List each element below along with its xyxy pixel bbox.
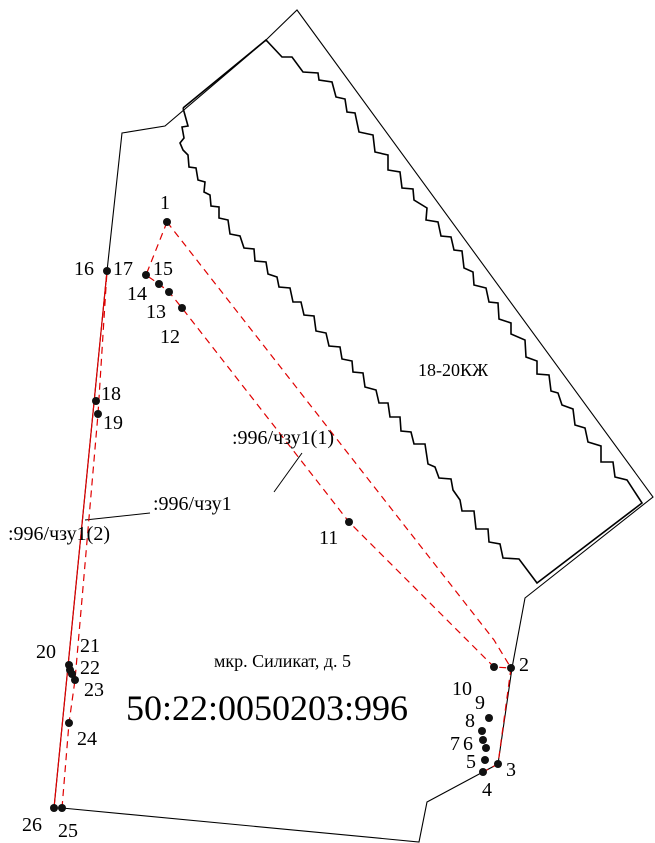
point-label-3: 3 xyxy=(506,759,516,781)
point-label-26: 26 xyxy=(22,814,42,836)
boundary-points xyxy=(50,218,515,812)
leader-line-zone-part1 xyxy=(273,452,303,493)
zone-part2-boundary xyxy=(53,270,108,809)
point-label-15: 15 xyxy=(153,258,173,280)
address-label: мкр. Силикат, д. 5 xyxy=(214,651,351,671)
point-label-1: 1 xyxy=(160,192,170,214)
point-label-11: 11 xyxy=(319,527,338,549)
point-label-24: 24 xyxy=(77,728,97,750)
point-label-18: 18 xyxy=(101,383,121,405)
point-label-12: 12 xyxy=(160,326,180,348)
point-label-10: 10 xyxy=(452,678,472,700)
point-label-21: 21 xyxy=(80,635,100,657)
zone-label-part2: :996/чзу1(2) xyxy=(8,523,110,545)
point-label-8: 8 xyxy=(465,710,475,732)
point-label-17: 17 xyxy=(113,258,133,280)
point-label-16: 16 xyxy=(74,258,94,280)
point-label-9: 9 xyxy=(475,692,485,714)
point-label-19: 19 xyxy=(103,412,123,434)
point-label-5: 5 xyxy=(466,751,476,773)
point-label-6: 6 xyxy=(463,733,473,755)
cadastral-number: 50:22:0050203:996 xyxy=(126,688,408,728)
zone-label-part1: :996/чзу1(1) xyxy=(232,427,334,449)
point-label-2: 2 xyxy=(519,654,529,676)
zone-label-main: :996/чзу1 xyxy=(153,493,232,515)
building-contour xyxy=(179,38,644,585)
point-label-25: 25 xyxy=(58,820,78,842)
point-label-23: 23 xyxy=(84,679,104,701)
point-label-7: 7 xyxy=(450,733,460,755)
point-label-13: 13 xyxy=(146,301,166,323)
point-label-20: 20 xyxy=(36,641,56,663)
leader-line-zone-part2 xyxy=(84,512,151,521)
building-label: 18-20КЖ xyxy=(418,360,489,380)
point-label-14: 14 xyxy=(127,283,147,305)
point-label-4: 4 xyxy=(482,779,492,801)
point-label-22: 22 xyxy=(80,657,100,679)
